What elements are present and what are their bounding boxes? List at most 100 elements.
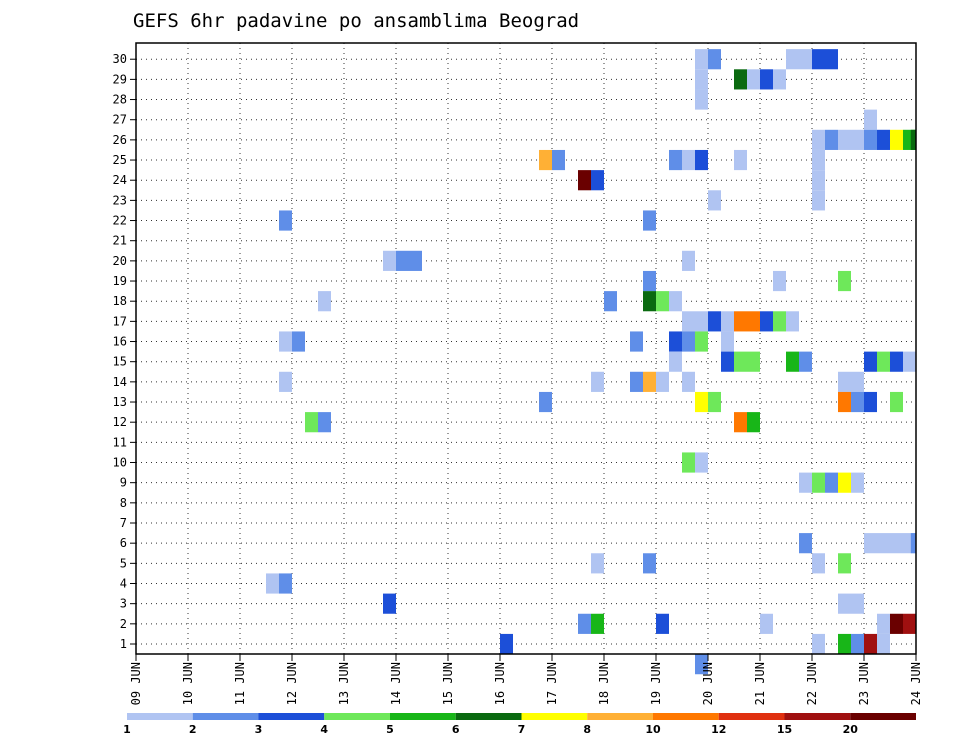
data-cell [695,149,708,171]
data-cell [643,553,656,574]
data-cell [825,49,838,70]
legend-level-label: 7 [518,723,526,736]
chart-title: GEFS 6hr padavine po ansamblima Beograd [133,10,579,32]
x-tick-label: 11 JUN [233,662,247,705]
data-cell [630,331,643,352]
data-cell [877,613,890,634]
data-cell [279,210,292,231]
data-cell [786,311,799,332]
data-cell [877,533,890,554]
data-cell [812,472,825,493]
data-cell [578,613,591,634]
legend-swatch [258,713,325,720]
legend-swatch [850,713,916,720]
grid-lines [136,43,916,654]
data-cell [643,291,656,312]
data-cell [851,472,864,493]
data-cell [760,613,773,634]
data-cell [760,69,773,90]
data-cell [903,351,916,372]
data-cell [799,351,812,372]
legend-swatch [587,713,653,720]
y-axis-ticks: 1234567891011121314151617181920212223242… [113,52,136,651]
y-tick-label: 21 [113,234,127,248]
data-cell [682,250,695,271]
data-cell [695,654,708,675]
data-cell [669,291,682,312]
data-cell [838,553,851,574]
data-cell [682,311,695,332]
data-cell [578,170,591,191]
data-cell [851,391,864,413]
data-cell [864,129,877,150]
data-cell [910,129,916,150]
data-cell [292,331,305,352]
legend-level-label: 2 [189,723,197,736]
data-cell [734,311,747,332]
x-tick-label: 19 JUN [649,662,663,705]
y-tick-label: 4 [120,577,127,591]
y-tick-label: 9 [120,476,127,490]
legend-swatch [653,713,719,720]
data-cell [864,351,877,372]
data-cell [864,109,877,130]
data-cell [695,452,708,473]
data-cell [279,573,292,594]
y-tick-label: 7 [120,516,127,530]
data-cell [656,291,669,312]
data-cell [708,391,721,413]
data-cell [838,371,851,392]
data-cell [877,129,890,150]
legend-level-label: 4 [320,723,328,736]
data-cell [851,633,864,655]
data-cell [773,311,786,332]
data-cell [396,250,409,271]
data-cell [760,311,773,332]
data-cell [318,291,331,312]
data-cell [734,412,747,433]
y-tick-label: 15 [113,355,127,369]
data-cell [539,149,552,171]
legend-level-label: 1 [123,723,131,736]
data-cell [682,331,695,352]
data-cell [266,573,279,594]
data-cell [695,49,708,70]
data-cell [812,149,825,171]
y-tick-label: 17 [113,314,127,328]
data-cell [708,49,721,70]
legend-level-label: 8 [583,723,591,736]
x-tick-label: 21 JUN [753,662,767,705]
data-cell [630,371,643,392]
data-cell [877,633,890,655]
data-cell [734,149,747,171]
y-tick-label: 5 [120,556,127,570]
data-cell [838,391,851,413]
x-tick-label: 13 JUN [337,662,351,705]
legend-level-label: 15 [777,723,792,736]
data-cell [591,553,604,574]
data-cell [734,351,747,372]
y-tick-label: 25 [113,153,127,167]
data-cell [890,613,903,634]
y-tick-label: 29 [113,72,127,86]
data-cell [786,49,799,70]
data-cell [552,149,565,171]
data-cell [695,69,708,90]
data-cell [708,311,721,332]
data-cell [799,49,812,70]
data-cell [591,170,604,191]
data-cell [747,412,760,433]
y-tick-label: 16 [113,335,127,349]
y-tick-label: 18 [113,294,127,308]
data-cell [747,69,760,90]
data-cell [305,412,318,433]
x-tick-label: 14 JUN [389,662,403,705]
data-cell [838,593,851,614]
legend-level-label: 12 [711,723,726,736]
data-cell [279,331,292,352]
legend-swatch [192,713,259,720]
data-cell [656,371,669,392]
legend-swatch [455,713,522,720]
data-cell [773,69,786,90]
legend-level-label: 3 [255,723,263,736]
